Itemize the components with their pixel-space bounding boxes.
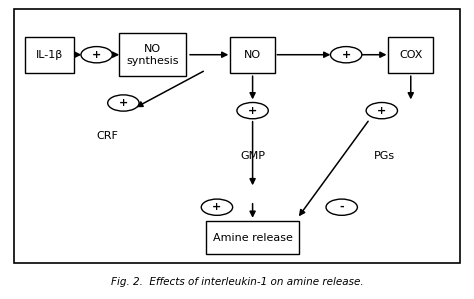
Ellipse shape (330, 47, 362, 63)
Bar (389, 37, 433, 73)
Bar (230, 37, 275, 73)
Bar (25, 37, 74, 73)
Text: -: - (339, 202, 344, 212)
Text: GMP: GMP (240, 151, 265, 161)
Text: +: + (92, 50, 101, 60)
Text: NO
synthesis: NO synthesis (126, 44, 179, 66)
Text: IL-1β: IL-1β (36, 50, 64, 60)
Bar (206, 221, 300, 254)
Ellipse shape (108, 95, 139, 111)
Text: COX: COX (399, 50, 422, 60)
Text: PGs: PGs (374, 151, 394, 161)
Text: +: + (119, 98, 128, 108)
Text: +: + (248, 106, 257, 116)
Text: +: + (342, 50, 351, 60)
Ellipse shape (201, 199, 233, 215)
Text: +: + (212, 202, 221, 212)
Ellipse shape (237, 103, 268, 119)
Ellipse shape (326, 199, 357, 215)
Text: NO: NO (244, 50, 261, 60)
Text: Amine release: Amine release (213, 233, 292, 243)
Text: CRF: CRF (97, 131, 118, 141)
Text: +: + (377, 106, 386, 116)
Bar (119, 33, 186, 76)
Ellipse shape (366, 103, 398, 119)
Ellipse shape (81, 47, 112, 63)
Text: Fig. 2.  Effects of interleukin-1 on amine release.: Fig. 2. Effects of interleukin-1 on amin… (111, 277, 363, 287)
